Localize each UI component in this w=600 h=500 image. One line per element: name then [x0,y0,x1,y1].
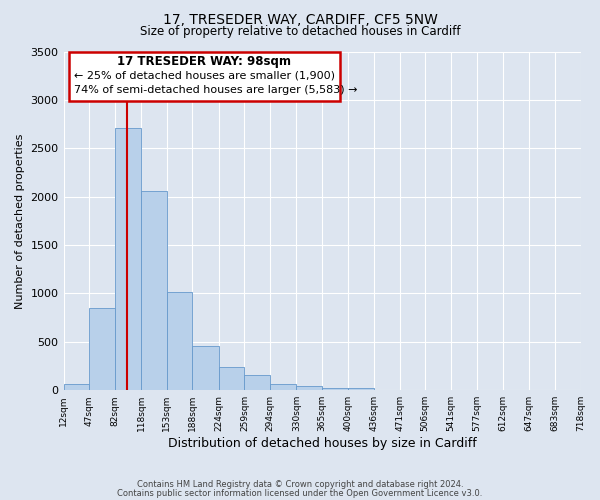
Bar [115,128,141,390]
Text: 17 TRESEDER WAY: 98sqm: 17 TRESEDER WAY: 98sqm [118,55,292,68]
Bar [270,384,296,390]
Y-axis label: Number of detached properties: Number of detached properties [15,133,25,308]
Bar [322,388,347,390]
FancyBboxPatch shape [69,52,340,100]
Bar [347,388,374,390]
Bar [89,308,115,390]
X-axis label: Distribution of detached houses by size in Cardiff: Distribution of detached houses by size … [167,437,476,450]
Text: Size of property relative to detached houses in Cardiff: Size of property relative to detached ho… [140,25,460,38]
Text: ← 25% of detached houses are smaller (1,900): ← 25% of detached houses are smaller (1,… [74,70,335,80]
Bar [193,346,219,390]
Text: 17, TRESEDER WAY, CARDIFF, CF5 5NW: 17, TRESEDER WAY, CARDIFF, CF5 5NW [163,12,437,26]
Bar [167,292,193,390]
Text: Contains HM Land Registry data © Crown copyright and database right 2024.: Contains HM Land Registry data © Crown c… [137,480,463,489]
Bar [141,191,167,390]
Text: 74% of semi-detached houses are larger (5,583) →: 74% of semi-detached houses are larger (… [74,86,358,96]
Bar [244,374,270,390]
Bar [64,384,89,390]
Bar [296,386,322,390]
Text: Contains public sector information licensed under the Open Government Licence v3: Contains public sector information licen… [118,488,482,498]
Bar [219,367,244,390]
